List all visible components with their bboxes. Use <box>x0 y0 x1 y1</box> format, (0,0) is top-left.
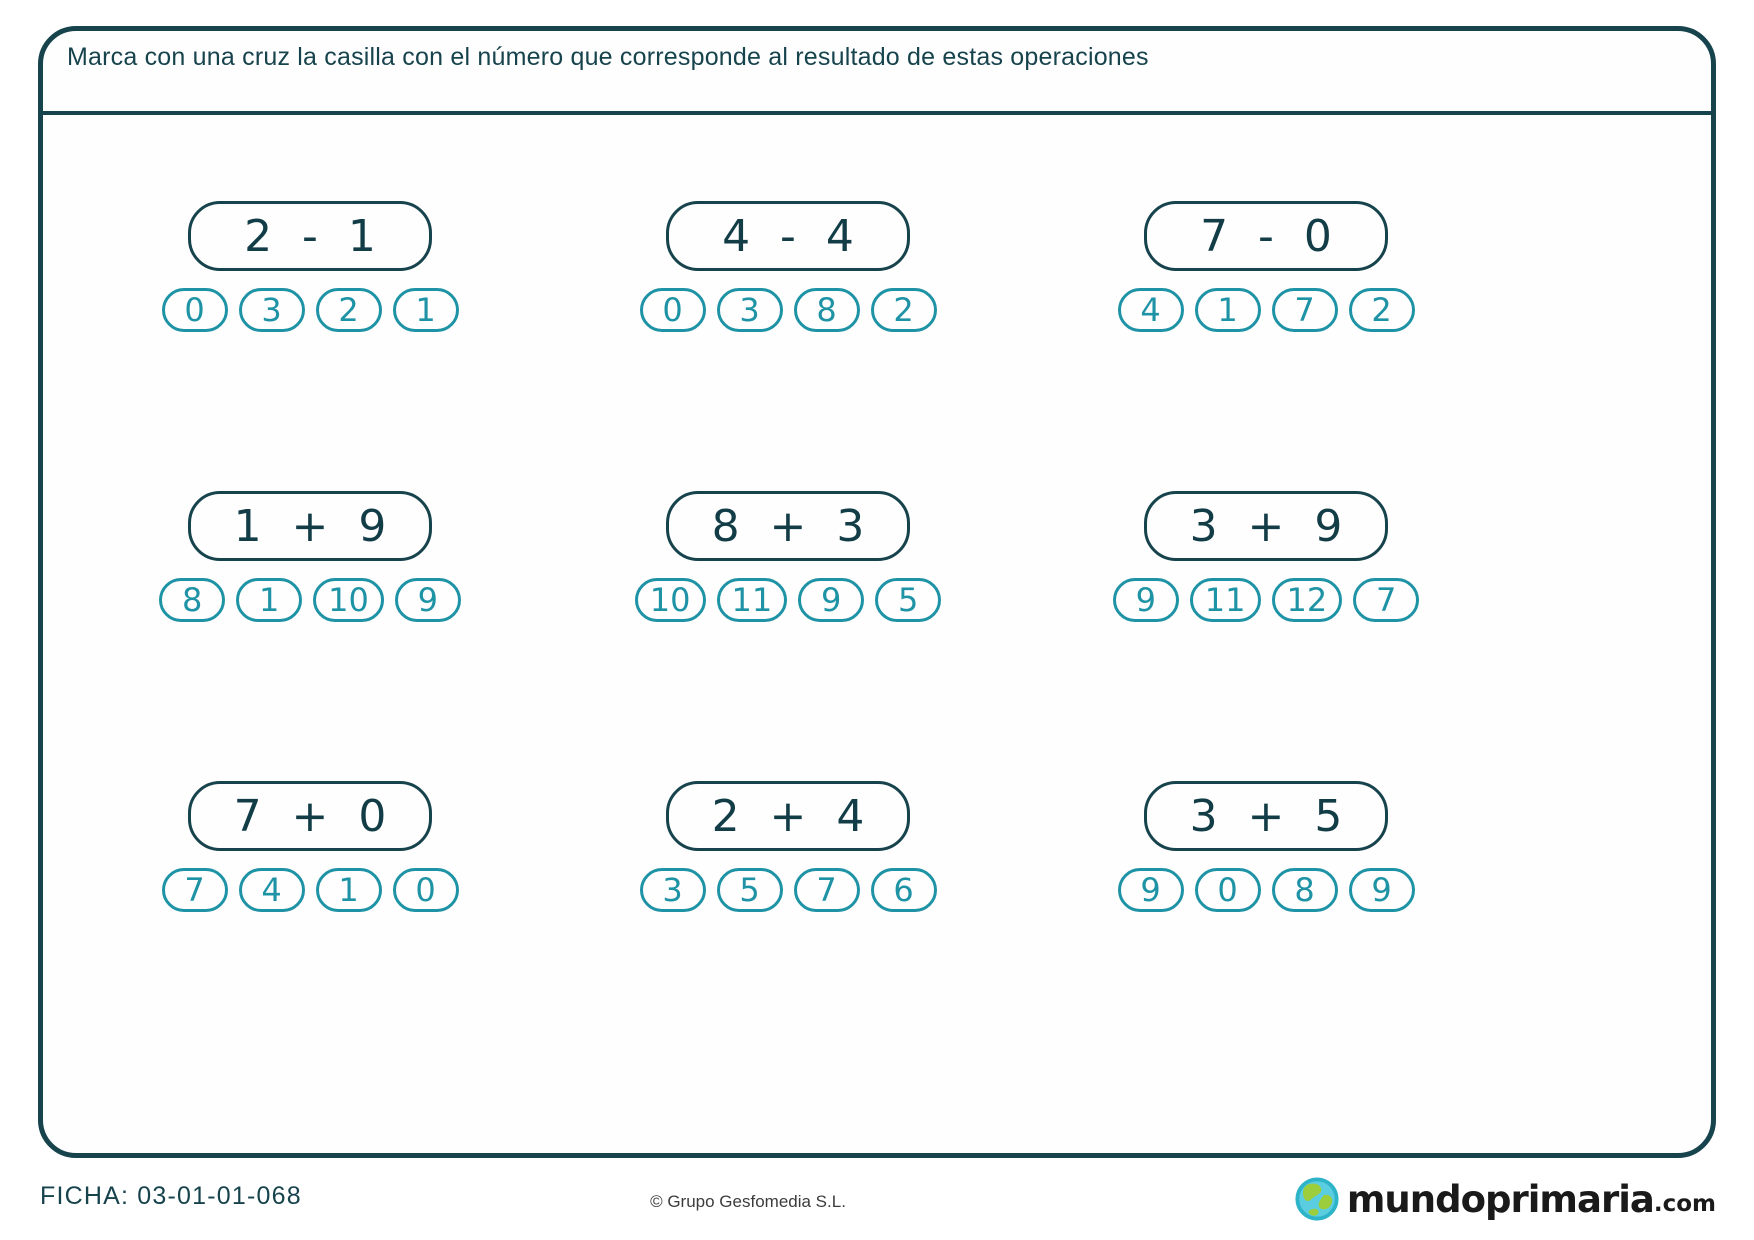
answer-option[interactable]: 6 <box>870 868 937 912</box>
options-row: 0 3 2 1 <box>161 288 459 332</box>
answer-option[interactable]: 4 <box>238 868 305 912</box>
operation-box: 2 + 4 <box>666 781 910 851</box>
brand-name: mundoprimaria <box>1346 1177 1655 1221</box>
operation-text: 3 + 5 <box>1189 790 1343 842</box>
operation-box: 3 + 9 <box>1144 491 1388 561</box>
brand-tld: .com <box>1653 1191 1716 1217</box>
answer-option[interactable]: 7 <box>161 868 228 912</box>
answer-option[interactable]: 1 <box>392 288 459 332</box>
operation-box: 1 + 9 <box>188 491 432 561</box>
options-row: 3 5 7 6 <box>639 868 937 912</box>
answer-option[interactable]: 2 <box>870 288 937 332</box>
answer-option[interactable]: 0 <box>639 288 706 332</box>
options-row: 10 11 9 5 <box>634 578 942 622</box>
operation-text: 7 + 0 <box>233 790 387 842</box>
answer-option[interactable]: 1 <box>315 868 382 912</box>
answer-option[interactable]: 2 <box>1348 288 1415 332</box>
answer-option[interactable]: 3 <box>716 288 783 332</box>
globe-icon <box>1295 1177 1339 1221</box>
answer-option[interactable]: 7 <box>793 868 860 912</box>
copyright-text: © Grupo Gesfomedia S.L. <box>650 1192 846 1211</box>
operation-box: 3 + 5 <box>1144 781 1388 851</box>
operation-text: 2 - 1 <box>244 210 376 262</box>
answer-option[interactable]: 8 <box>159 578 226 622</box>
answer-option[interactable]: 10 <box>313 578 384 622</box>
operation-box: 4 - 4 <box>666 201 910 271</box>
answer-option[interactable]: 0 <box>392 868 459 912</box>
answer-option[interactable]: 12 <box>1271 578 1343 622</box>
answer-option[interactable]: 9 <box>1112 578 1179 622</box>
answer-option[interactable]: 7 <box>1271 288 1338 332</box>
problem-3: 7 - 0 4 1 7 2 <box>1027 201 1505 491</box>
operation-box: 8 + 3 <box>666 491 910 561</box>
answer-option[interactable]: 11 <box>716 578 788 622</box>
problem-9: 3 + 5 9 0 8 9 <box>1027 781 1505 1071</box>
instruction-header: Marca con una cruz la casilla con el núm… <box>43 31 1711 115</box>
operation-text: 4 - 4 <box>722 210 854 262</box>
operation-box: 7 + 0 <box>188 781 432 851</box>
operation-text: 2 + 4 <box>711 790 865 842</box>
operation-box: 2 - 1 <box>188 201 432 271</box>
answer-option[interactable]: 10 <box>634 578 706 622</box>
answer-option[interactable]: 3 <box>238 288 305 332</box>
options-row: 0 3 8 2 <box>639 288 937 332</box>
worksheet-frame: Marca con una cruz la casilla con el núm… <box>38 26 1716 1158</box>
answer-option[interactable]: 5 <box>875 578 942 622</box>
answer-option[interactable]: 8 <box>1271 868 1338 912</box>
answer-option[interactable]: 9 <box>394 578 461 622</box>
answer-option[interactable]: 1 <box>1194 288 1261 332</box>
answer-option[interactable]: 9 <box>1348 868 1415 912</box>
answer-option[interactable]: 11 <box>1189 578 1261 622</box>
answer-option[interactable]: 5 <box>716 868 783 912</box>
problem-5: 8 + 3 10 11 9 5 <box>549 491 1027 781</box>
problem-6: 3 + 9 9 11 12 7 <box>1027 491 1505 781</box>
problems-grid: 2 - 1 0 3 2 1 4 - 4 0 3 8 2 7 - 0 <box>43 115 1711 1071</box>
problem-2: 4 - 4 0 3 8 2 <box>549 201 1027 491</box>
options-row: 4 1 7 2 <box>1117 288 1415 332</box>
options-row: 7 4 1 0 <box>161 868 459 912</box>
answer-option[interactable]: 7 <box>1353 578 1420 622</box>
problem-7: 7 + 0 7 4 1 0 <box>71 781 549 1071</box>
problem-4: 1 + 9 8 1 10 9 <box>71 491 549 781</box>
problem-1: 2 - 1 0 3 2 1 <box>71 201 549 491</box>
answer-option[interactable]: 1 <box>236 578 303 622</box>
answer-option[interactable]: 0 <box>1194 868 1261 912</box>
problem-8: 2 + 4 3 5 7 6 <box>549 781 1027 1071</box>
answer-option[interactable]: 0 <box>161 288 228 332</box>
operation-text: 3 + 9 <box>1189 500 1343 552</box>
operation-text: 7 - 0 <box>1200 210 1332 262</box>
mundoprimaria-logo: mundoprimaria .com <box>1294 1176 1716 1222</box>
answer-option[interactable]: 2 <box>315 288 382 332</box>
answer-option[interactable]: 8 <box>793 288 860 332</box>
answer-option[interactable]: 3 <box>639 868 706 912</box>
answer-option[interactable]: 9 <box>798 578 865 622</box>
options-row: 9 11 12 7 <box>1112 578 1420 622</box>
instruction-text: Marca con una cruz la casilla con el núm… <box>67 43 1149 71</box>
answer-option[interactable]: 4 <box>1117 288 1184 332</box>
options-row: 8 1 10 9 <box>159 578 461 622</box>
options-row: 9 0 8 9 <box>1117 868 1415 912</box>
operation-box: 7 - 0 <box>1144 201 1388 271</box>
operation-text: 8 + 3 <box>711 500 865 552</box>
ficha-label: FICHA: 03-01-01-068 <box>40 1182 302 1210</box>
operation-text: 1 + 9 <box>233 500 387 552</box>
answer-option[interactable]: 9 <box>1117 868 1184 912</box>
